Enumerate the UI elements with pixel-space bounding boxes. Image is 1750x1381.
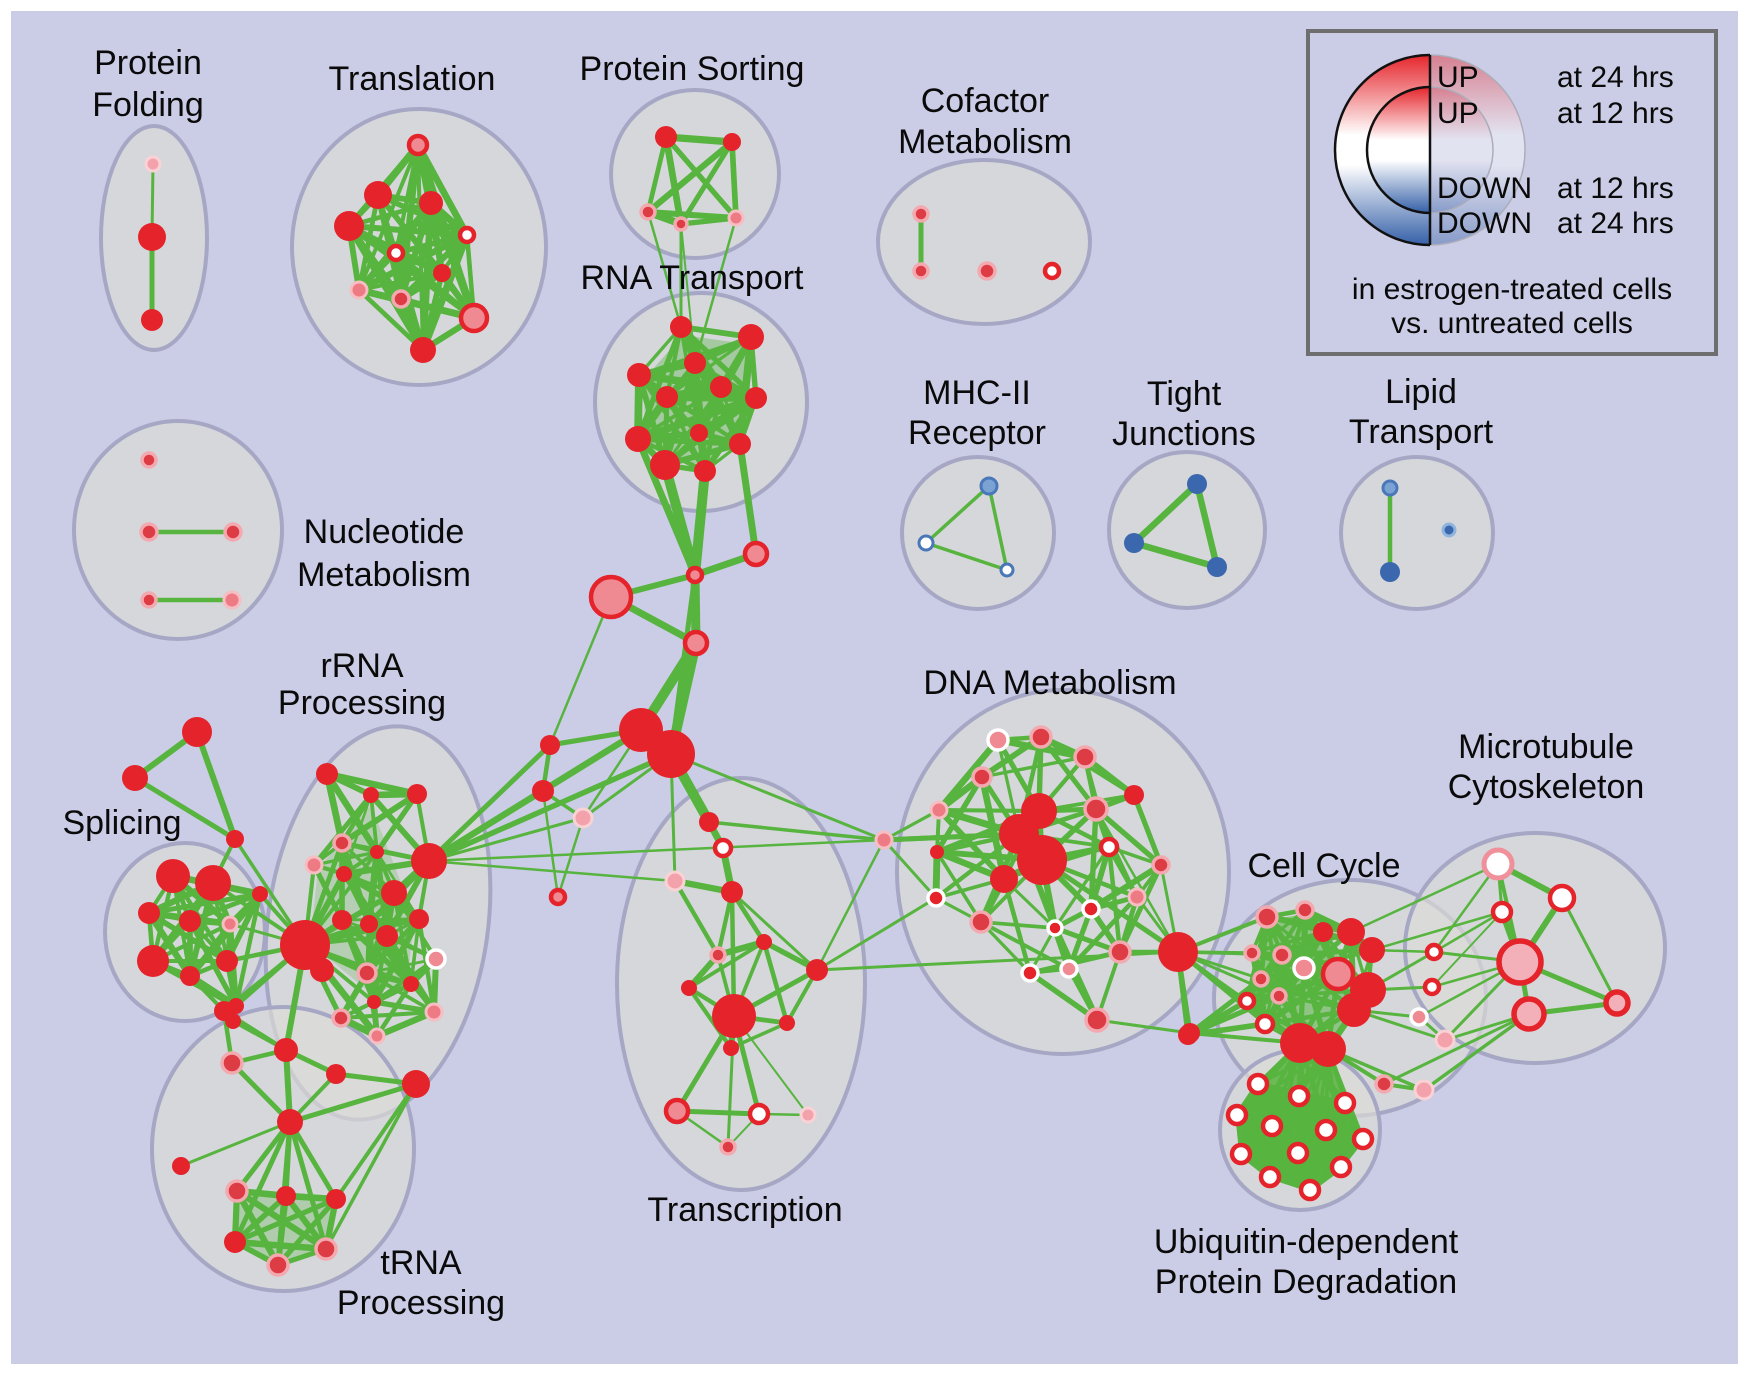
svg-text:Receptor: Receptor (908, 414, 1046, 452)
svg-text:at 12 hrs: at 12 hrs (1557, 97, 1674, 130)
svg-text:DOWN: DOWN (1437, 172, 1532, 205)
svg-text:UP: UP (1437, 97, 1479, 130)
svg-text:tRNA: tRNA (380, 1244, 462, 1282)
svg-text:Cell Cycle: Cell Cycle (1247, 847, 1400, 885)
svg-text:at 24 hrs: at 24 hrs (1557, 207, 1674, 240)
svg-text:Transcription: Transcription (647, 1191, 842, 1229)
svg-text:Metabolism: Metabolism (297, 556, 471, 594)
svg-text:Protein Sorting: Protein Sorting (580, 50, 805, 88)
svg-text:Microtubule: Microtubule (1458, 728, 1634, 766)
svg-text:UP: UP (1437, 61, 1479, 94)
svg-text:at 12 hrs: at 12 hrs (1557, 172, 1674, 205)
svg-text:DOWN: DOWN (1437, 207, 1532, 240)
svg-text:Folding: Folding (92, 86, 204, 124)
svg-text:Tight: Tight (1147, 375, 1222, 413)
svg-text:Protein Degradation: Protein Degradation (1155, 1263, 1457, 1301)
svg-text:Transport: Transport (1349, 413, 1494, 451)
svg-text:Splicing: Splicing (62, 804, 181, 842)
svg-text:at 24 hrs: at 24 hrs (1557, 61, 1674, 94)
svg-text:Translation: Translation (329, 60, 496, 98)
svg-text:vs. untreated cells: vs. untreated cells (1391, 307, 1633, 340)
svg-text:Cofactor: Cofactor (921, 82, 1050, 120)
svg-text:in estrogen-treated cells: in estrogen-treated cells (1352, 273, 1672, 306)
svg-text:Nucleotide: Nucleotide (304, 513, 465, 551)
svg-text:RNA Transport: RNA Transport (581, 259, 805, 297)
svg-text:Lipid: Lipid (1385, 373, 1457, 411)
svg-text:Junctions: Junctions (1112, 415, 1256, 453)
svg-text:rRNA: rRNA (320, 647, 403, 685)
svg-text:Cytoskeleton: Cytoskeleton (1448, 768, 1645, 806)
svg-text:Processing: Processing (278, 684, 446, 722)
svg-text:MHC-II: MHC-II (923, 374, 1031, 412)
svg-text:Protein: Protein (94, 44, 202, 82)
svg-text:Metabolism: Metabolism (898, 123, 1072, 161)
svg-text:Processing: Processing (337, 1284, 505, 1322)
svg-text:DNA Metabolism: DNA Metabolism (923, 664, 1176, 702)
svg-text:Ubiquitin-dependent: Ubiquitin-dependent (1154, 1223, 1459, 1261)
